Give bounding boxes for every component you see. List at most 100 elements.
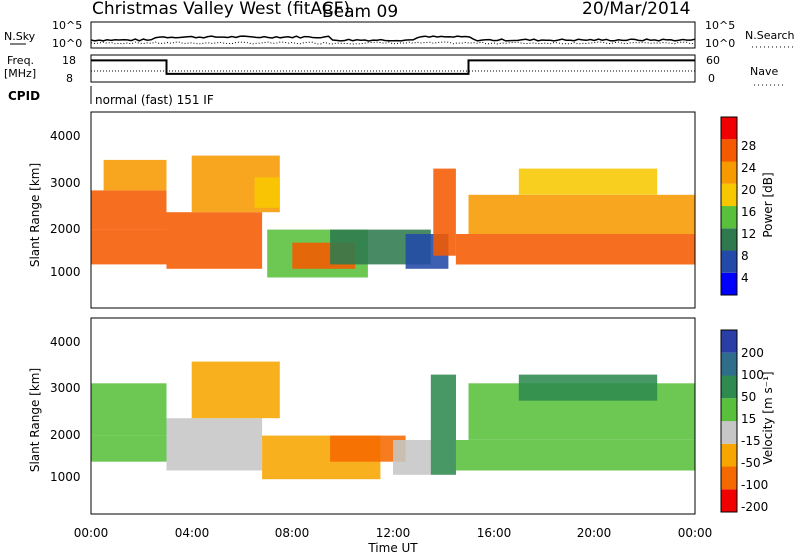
power-colorbar-swatch <box>721 139 737 162</box>
velocity-panel: Slant Range [km] 4000 3000 2000 1000 200… <box>28 317 775 515</box>
freq-top-tick: 18 <box>62 54 76 67</box>
power-ytick-2000: 2000 <box>50 222 81 236</box>
power-ylabel: Slant Range [km] <box>28 163 42 267</box>
cpid-label: CPID <box>8 89 40 103</box>
freq-label-line1: Freq. <box>7 54 34 67</box>
freq-strip: Freq. [MHz] 18 8 60 0 Nave <box>4 54 784 86</box>
power-cbar-tick-20: 20 <box>741 183 756 197</box>
velocity-cbar-tick-neg50: -50 <box>741 456 761 470</box>
velocity-colorbar-swatch <box>721 352 737 376</box>
power-cbar-tick-4: 4 <box>741 271 749 285</box>
velocity-colorbar-label: Velocity [m s⁻¹] <box>761 371 775 464</box>
power-heatmap <box>91 155 695 278</box>
velocity-ylabel: Slant Range [km] <box>28 368 42 472</box>
nsky-frame <box>90 21 696 49</box>
nave-label: Nave <box>750 65 778 78</box>
nave-top-tick: 60 <box>706 54 720 67</box>
freq-label-line2: [MHz] <box>4 67 36 80</box>
nsearch-right-bottom: 10^0 <box>705 37 735 50</box>
nsky-strip: N.Sky 10^5 10^0 10^5 10^0 N.Search <box>4 19 796 50</box>
time-axis: 00:00 04:00 08:00 12:00 16:00 20:00 00:0… <box>74 526 713 554</box>
power-region <box>468 194 695 234</box>
velocity-ytick-3000: 3000 <box>50 381 81 395</box>
nsky-trace <box>90 35 696 42</box>
time-tick-04: 04:00 <box>175 526 210 540</box>
velocity-colorbar-swatch <box>721 398 737 422</box>
power-region <box>166 212 263 269</box>
power-colorbar-swatch <box>721 206 737 229</box>
nsearch-right-top: 10^5 <box>705 19 735 32</box>
power-frame <box>90 111 696 309</box>
power-colorbar-swatch <box>721 161 737 184</box>
velocity-cbar-tick-15: 15 <box>741 412 756 426</box>
power-colorbar-frame <box>720 116 738 296</box>
power-region <box>518 168 658 195</box>
power-cbar-tick-16: 16 <box>741 205 756 219</box>
velocity-cbar-tick-100: 100 <box>741 368 764 382</box>
power-cbar-tick-28: 28 <box>741 139 756 153</box>
velocity-region <box>430 374 456 475</box>
power-region <box>254 177 280 208</box>
velocity-colorbar-swatch <box>721 421 737 444</box>
time-tick-16: 16:00 <box>477 526 512 540</box>
nsky-bottom-tick: 10^0 <box>52 37 82 50</box>
power-panel: Slant Range [km] 4000 3000 2000 1000 28 … <box>28 111 775 309</box>
nsky-label: N.Sky <box>4 30 36 43</box>
velocity-cbar-tick-neg100: -100 <box>741 478 768 492</box>
velocity-colorbar-swatch <box>721 375 737 399</box>
velocity-region <box>166 418 263 471</box>
station-title: Christmas Valley West (fitACF) <box>92 0 350 19</box>
velocity-ytick-2000: 2000 <box>50 428 81 442</box>
power-region <box>455 234 695 265</box>
time-tick-00: 00:00 <box>74 526 109 540</box>
nsearch-trace <box>90 41 696 45</box>
freq-trace <box>91 59 695 75</box>
time-axis-label: Time UT <box>367 541 418 554</box>
time-tick-08: 08:00 <box>275 526 310 540</box>
velocity-heatmap <box>91 361 695 480</box>
velocity-region <box>91 435 167 462</box>
velocity-cbar-tick-neg15: -15 <box>741 434 761 448</box>
velocity-colorbar-swatch <box>721 466 737 490</box>
nave-bottom-tick: 0 <box>708 72 715 85</box>
power-cbar-tick-12: 12 <box>741 227 756 241</box>
velocity-colorbar-swatch <box>721 443 737 467</box>
nsearch-label: N.Search <box>745 29 795 42</box>
velocity-colorbar-frame <box>720 329 738 513</box>
power-region <box>91 190 167 230</box>
time-tick-20: 20:00 <box>577 526 612 540</box>
date-label: 20/Mar/2014 <box>582 0 690 19</box>
velocity-cbar-tick-200: 200 <box>741 346 764 360</box>
velocity-region <box>393 440 431 475</box>
power-region <box>103 159 167 191</box>
power-colorbar <box>721 117 737 296</box>
velocity-region <box>191 361 280 419</box>
power-ytick-4000: 4000 <box>50 129 81 143</box>
velocity-cbar-tick-neg200: -200 <box>741 500 768 514</box>
freq-frame <box>90 54 696 83</box>
time-tick-24: 00:00 <box>678 526 713 540</box>
velocity-colorbar-swatch <box>721 330 737 353</box>
power-region <box>91 229 167 265</box>
beam-label: Beam 09 <box>322 2 398 22</box>
power-colorbar-swatch <box>721 272 737 296</box>
cpid-value: normal (fast) 151 IF <box>95 93 214 107</box>
power-ytick-1000: 1000 <box>50 265 81 279</box>
time-tick-12: 12:00 <box>376 526 411 540</box>
velocity-ytick-4000: 4000 <box>50 335 81 349</box>
velocity-colorbar <box>721 330 737 513</box>
power-cbar-tick-8: 8 <box>741 249 749 263</box>
velocity-region <box>91 383 167 436</box>
velocity-colorbar-swatch <box>721 489 737 513</box>
nsky-top-tick: 10^5 <box>52 19 82 32</box>
velocity-frame <box>90 317 696 515</box>
power-colorbar-swatch <box>721 228 737 251</box>
power-colorbar-swatch <box>721 183 737 207</box>
freq-bottom-tick: 8 <box>66 72 73 85</box>
power-colorbar-swatch <box>721 117 737 140</box>
velocity-region <box>455 440 695 471</box>
velocity-ytick-1000: 1000 <box>50 470 81 484</box>
power-cbar-tick-24: 24 <box>741 161 756 175</box>
power-region <box>433 168 456 256</box>
